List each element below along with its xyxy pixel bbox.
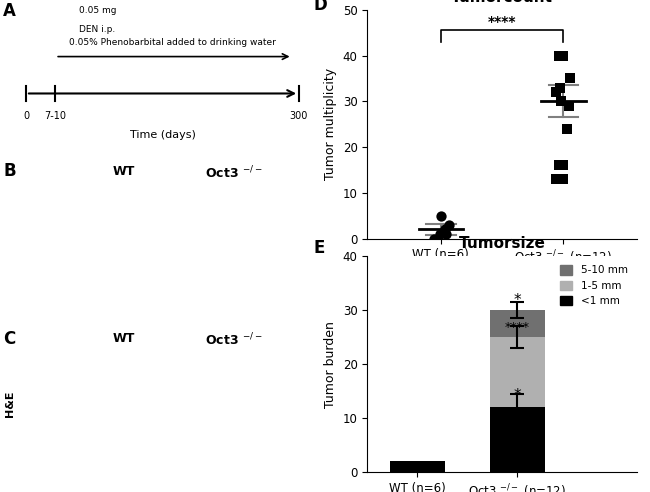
Text: 7-10: 7-10 (44, 111, 66, 121)
Point (428, 235, 439, 243)
Point (441, 230, 451, 238)
Text: DEN i.p.: DEN i.p. (79, 26, 116, 34)
Point (558, 52, 568, 60)
Bar (390, 461, 445, 472)
Bar (489, 337, 545, 407)
Text: E: E (313, 239, 324, 256)
Point (554, 84, 565, 92)
Legend: 5-10 mm, 1-5 mm, <1 mm: 5-10 mm, 1-5 mm, <1 mm (556, 261, 632, 310)
Text: 0.05% Phenobarbital added to drinking water: 0.05% Phenobarbital added to drinking wa… (69, 38, 276, 47)
Bar (489, 310, 545, 337)
Text: *: * (514, 293, 521, 308)
Point (551, 175, 562, 183)
Text: 0: 0 (23, 111, 29, 121)
Title: Tumorcount: Tumorcount (451, 0, 553, 4)
Point (439, 225, 450, 233)
Text: 300: 300 (290, 111, 308, 121)
Point (436, 212, 447, 219)
Text: B: B (3, 162, 16, 181)
Title: Tumorsize: Tumorsize (459, 236, 545, 250)
Point (556, 97, 567, 105)
Text: WT: WT (112, 332, 135, 345)
Text: 0.05 mg: 0.05 mg (79, 6, 116, 15)
Text: Time (days): Time (days) (129, 130, 196, 140)
Text: WT: WT (112, 165, 135, 178)
Text: ****: **** (504, 321, 530, 334)
Text: Oct3 $^{-/-}$: Oct3 $^{-/-}$ (205, 332, 263, 349)
Point (444, 221, 454, 229)
Point (562, 125, 572, 133)
Point (558, 175, 569, 183)
Text: A: A (3, 2, 16, 21)
Point (564, 102, 574, 110)
Text: C: C (3, 330, 16, 348)
Point (558, 161, 569, 169)
Y-axis label: Tumor multiplicity: Tumor multiplicity (324, 68, 337, 180)
Text: ****: **** (488, 15, 516, 29)
Point (435, 230, 445, 238)
Point (553, 52, 564, 60)
Text: Oct3 $^{-/-}$: Oct3 $^{-/-}$ (205, 165, 263, 182)
Text: *: * (514, 388, 521, 403)
Text: D: D (313, 0, 327, 14)
Point (566, 74, 576, 82)
Point (551, 88, 561, 96)
Bar (489, 407, 545, 472)
Text: H&E: H&E (5, 390, 15, 417)
Y-axis label: Tumor burden: Tumor burden (324, 321, 337, 407)
Point (554, 161, 565, 169)
